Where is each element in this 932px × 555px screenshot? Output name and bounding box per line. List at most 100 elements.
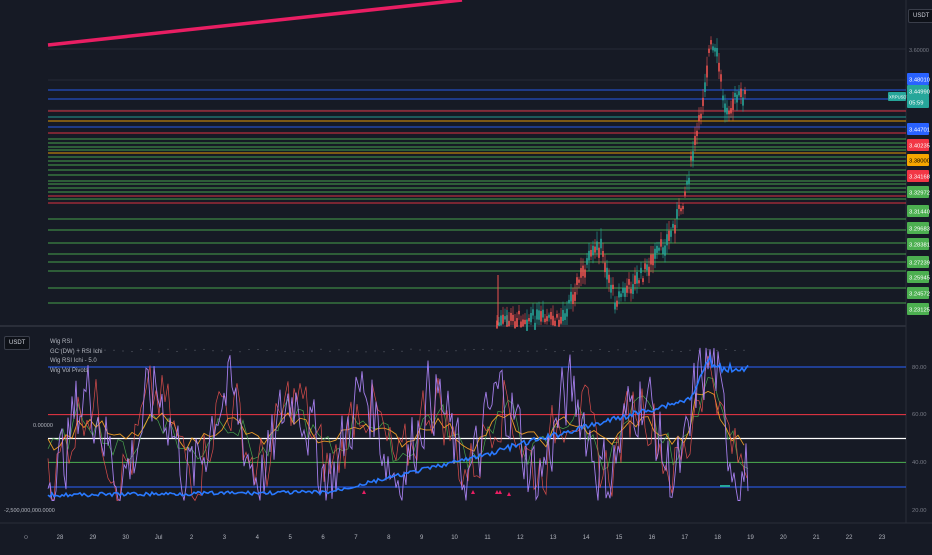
pivot-dot (104, 349, 106, 351)
pivot-dot (383, 351, 385, 353)
candle-body (700, 113, 702, 119)
candle-body (618, 291, 620, 298)
price-tag: 3.34168 (909, 175, 930, 181)
candle-body (570, 291, 572, 302)
signal-bar (720, 485, 730, 487)
indicator-left-label: 0.00000 (33, 423, 53, 429)
candle-body (720, 74, 722, 82)
time-axis-label[interactable]: 9 (420, 535, 424, 541)
candle-body (630, 288, 632, 294)
pivot-dot (284, 350, 286, 352)
pivot-dot (374, 350, 376, 352)
pivot-dot (635, 350, 637, 352)
time-axis-label[interactable]: 28 (57, 535, 64, 541)
pivot-dot (455, 350, 457, 352)
time-axis-label[interactable]: 5 (288, 535, 292, 541)
time-axis-label[interactable]: 19 (747, 535, 754, 541)
pivot-dot (68, 350, 70, 352)
time-axis-label[interactable]: 2 (190, 535, 194, 541)
time-axis-label[interactable]: 17 (681, 535, 688, 541)
pivot-dot (716, 349, 718, 351)
time-axis-label[interactable]: 7 (354, 535, 358, 541)
price-tag: 3.48010 (909, 78, 930, 84)
candle-body (608, 274, 610, 283)
time-axis-label[interactable]: 8 (387, 535, 391, 541)
indicator-right-label: 20.00 (912, 508, 927, 514)
time-axis-label[interactable]: Jul (155, 535, 163, 541)
price-unit-badge[interactable]: USDT (908, 9, 932, 23)
time-axis-label[interactable]: 18 (714, 535, 721, 541)
time-axis-label[interactable]: 29 (90, 535, 97, 541)
candle-body (532, 309, 534, 316)
candle-body (682, 206, 684, 210)
pivot-dot (230, 349, 232, 351)
legend-entry[interactable]: Wig RSI (50, 339, 73, 345)
signal-marker (362, 490, 366, 494)
pivot-dot (401, 350, 403, 352)
pane-separator (0, 325, 932, 327)
time-axis-label[interactable]: 4 (256, 535, 260, 541)
pivot-dot (446, 351, 448, 353)
time-axis-label[interactable]: 20 (780, 535, 787, 541)
signal-marker (498, 490, 502, 494)
candle-body (584, 269, 586, 278)
volume-line (47, 353, 749, 498)
candle-body (676, 209, 678, 219)
price-tag: 3.32972 (909, 191, 930, 197)
price-tag-bg (907, 123, 929, 135)
candle-body (526, 319, 528, 331)
pivot-dot (356, 350, 358, 352)
time-axis-label[interactable]: 11 (484, 535, 491, 541)
candle-body (602, 250, 604, 257)
time-axis-label[interactable]: 13 (550, 535, 557, 541)
legend-entry[interactable]: Wig RSI Ichi - 5.0 (50, 358, 97, 364)
time-axis-label[interactable]: 3 (223, 535, 227, 541)
indicator-unit-badge[interactable]: USDT (4, 336, 31, 350)
candle-body (734, 92, 736, 97)
price-tag-bg (907, 139, 929, 151)
time-axis-label[interactable]: 15 (616, 535, 623, 541)
pivot-dot (221, 350, 223, 352)
time-axis-label[interactable]: 10 (451, 535, 458, 541)
pivot-dot (176, 350, 178, 352)
candle-body (620, 293, 622, 298)
price-tag-bg (907, 96, 929, 108)
pivot-dot (725, 349, 727, 351)
time-axis-label[interactable]: 6 (321, 535, 325, 541)
candle-body (520, 321, 522, 328)
price-tag: 3.40235 (909, 144, 930, 150)
time-axis-label[interactable]: 21 (813, 535, 820, 541)
symbol-tag-bg (888, 92, 906, 101)
price-tag-bg (907, 170, 929, 182)
candle-body (684, 191, 686, 196)
time-axis-label[interactable]: 22 (846, 535, 853, 541)
time-axis-label[interactable]: 30 (122, 535, 129, 541)
candle-body (738, 91, 740, 96)
pivot-dot (365, 351, 367, 353)
indicator-plot (47, 347, 906, 502)
time-axis-label[interactable]: 14 (583, 535, 590, 541)
candle-body (710, 40, 712, 45)
pivot-dot (302, 350, 304, 352)
time-axis-label[interactable]: 23 (879, 535, 886, 541)
pivot-dot (95, 351, 97, 353)
candle-body (508, 320, 510, 327)
time-axis-bar (0, 523, 932, 550)
legend-entry[interactable]: Wig Vol Pivots (50, 367, 89, 374)
symbol-tag: XRPUSDT (889, 95, 909, 100)
candle-body (646, 264, 648, 271)
candle-body (650, 254, 652, 265)
grid-price-label: 3.60000 (909, 48, 929, 54)
candle-body (692, 151, 694, 162)
time-axis-label[interactable]: 16 (648, 535, 655, 541)
legend-entry[interactable]: GC (DW) + RSI Ichi (50, 348, 103, 355)
candle-body (524, 319, 526, 324)
candle-body (716, 48, 718, 57)
candle-body (498, 322, 500, 327)
candle-body (544, 318, 546, 323)
pivot-dot (149, 348, 151, 350)
candle-body (656, 245, 658, 253)
time-axis-label[interactable]: 12 (517, 535, 524, 541)
